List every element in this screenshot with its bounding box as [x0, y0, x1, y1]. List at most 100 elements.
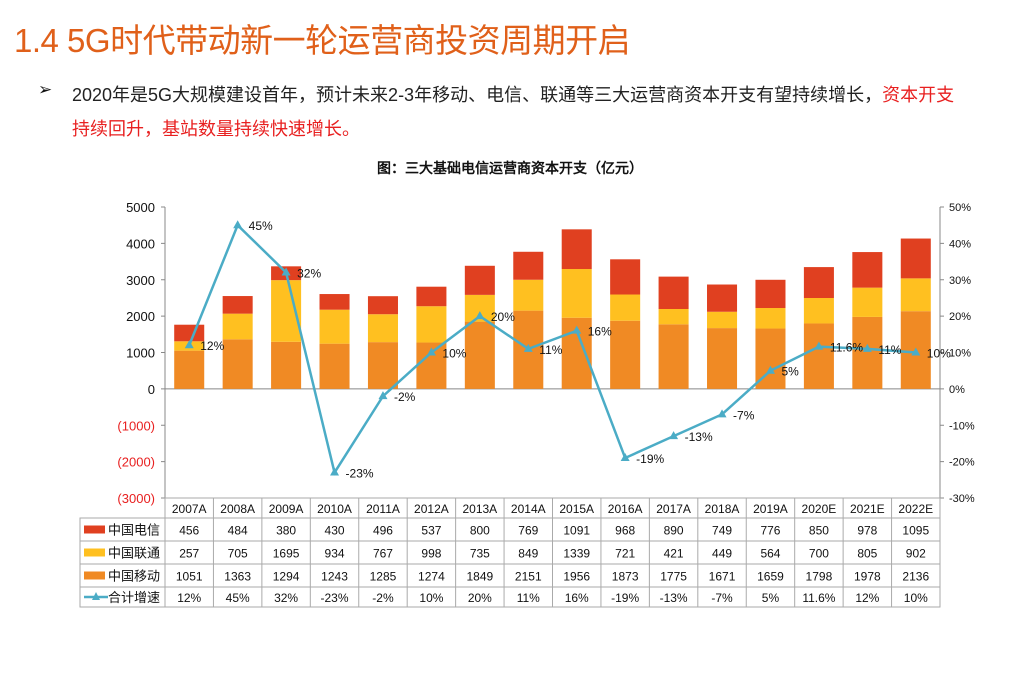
table-cell: 769	[518, 524, 538, 538]
bullet-text-highlight: 资本开支持续回升，基站数量持续快速增长。	[72, 85, 955, 139]
table-cell: 456	[179, 524, 199, 538]
bar-china-telecom	[610, 259, 641, 295]
bar-china-telecom	[416, 286, 447, 307]
category-label: 2008A	[220, 502, 255, 516]
chart-title: 图：三大基础电信运营商资本开支（亿元）	[377, 161, 643, 177]
table-cell: 2151	[515, 570, 542, 584]
bar-china-mobile	[174, 350, 205, 389]
left-tick-label: 4000	[126, 236, 155, 251]
table-cell: 1671	[709, 570, 736, 584]
left-tick-label: 5000	[126, 200, 155, 215]
growth-data-label: 45%	[249, 219, 273, 233]
growth-point-marker	[330, 467, 340, 476]
category-label: 2007A	[172, 502, 207, 516]
table-cell: 934	[325, 547, 345, 561]
growth-point-marker	[862, 343, 872, 352]
bar-china-mobile	[319, 343, 350, 389]
growth-data-label: 32%	[297, 266, 321, 280]
table-cell: 749	[712, 524, 732, 538]
category-label: 2019A	[753, 502, 788, 516]
table-cell: 1285	[370, 570, 397, 584]
table-cell: 1775	[660, 570, 687, 584]
table-cell: 449	[712, 547, 732, 561]
bar-china-telecom	[658, 276, 689, 309]
left-tick-label: (3000)	[117, 491, 155, 506]
table-cell: 850	[809, 524, 829, 538]
right-tick-label: -20%	[949, 457, 975, 469]
right-tick-label: 0%	[949, 384, 965, 396]
table-cell: 484	[228, 524, 248, 538]
table-cell: 1339	[563, 547, 590, 561]
growth-point-marker	[572, 325, 582, 334]
table-cell: 32%	[274, 591, 298, 605]
bar-china-unicom	[416, 306, 447, 343]
left-tick-label: 3000	[126, 273, 155, 288]
legend-swatch	[84, 548, 105, 557]
table-cell: 1095	[902, 524, 929, 538]
growth-data-label: -2%	[394, 390, 416, 404]
bar-china-unicom	[222, 313, 253, 340]
legend-swatch	[84, 525, 105, 534]
table-cell: 45%	[226, 591, 250, 605]
growth-data-label: 16%	[588, 325, 612, 339]
category-label: 2017A	[656, 502, 691, 516]
left-tick-label: (2000)	[117, 455, 155, 470]
table-cell: 968	[615, 524, 635, 538]
growth-data-label: -7%	[733, 408, 755, 422]
category-label: 2015A	[559, 502, 594, 516]
bar-china-mobile	[707, 328, 738, 389]
bar-china-telecom	[707, 284, 738, 312]
growth-point-marker	[426, 347, 436, 356]
table-cell: 1243	[321, 570, 348, 584]
bar-china-unicom	[900, 278, 931, 312]
table-cell: 10%	[419, 591, 443, 605]
table-cell: 257	[179, 547, 199, 561]
right-tick-label: 20%	[949, 311, 971, 323]
right-tick-label: -10%	[949, 420, 975, 432]
growth-line	[188, 222, 916, 476]
bullet-text-normal: 2020年是5G大规模建设首年，预计未来2-3年移动、电信、联通等三大运营商资本…	[72, 85, 883, 105]
bar-china-unicom	[803, 298, 834, 324]
growth-data-label: 10%	[927, 347, 951, 361]
table-cell: 735	[470, 547, 490, 561]
growth-point-marker	[523, 343, 533, 352]
bar-china-unicom	[755, 308, 786, 329]
bar-china-telecom	[464, 265, 495, 295]
category-label: 2018A	[705, 502, 740, 516]
left-tick-label: 2000	[126, 309, 155, 324]
left-tick-label: 0	[148, 382, 155, 397]
bar-china-unicom	[658, 308, 689, 325]
table-cell: 1956	[563, 570, 590, 584]
bar-china-unicom	[319, 309, 350, 344]
growth-point-marker	[378, 391, 388, 400]
table-cell: 380	[276, 524, 296, 538]
table-cell: 800	[470, 524, 490, 538]
left-tick-label: (1000)	[117, 418, 155, 433]
bar-china-telecom	[222, 296, 253, 314]
right-tick-label: -30%	[949, 493, 975, 505]
growth-data-label: 10%	[442, 347, 466, 361]
table-cell: 721	[615, 547, 635, 561]
table-cell: 849	[518, 547, 538, 561]
table-cell: 902	[906, 547, 926, 561]
category-label: 2010A	[317, 502, 352, 516]
table-cell: 421	[664, 547, 684, 561]
growth-point-marker	[911, 347, 921, 356]
left-tick-label: 1000	[126, 346, 155, 361]
table-cell: 2136	[902, 570, 929, 584]
table-cell: 11%	[517, 591, 540, 605]
bar-china-unicom	[707, 311, 738, 329]
bar-china-unicom	[561, 269, 592, 318]
growth-data-label: -19%	[636, 452, 664, 466]
table-cell: 11.6%	[802, 591, 835, 605]
legend-swatch	[84, 571, 105, 580]
legend-label: 合计增速	[108, 590, 160, 605]
table-cell: 978	[857, 524, 877, 538]
table-cell: 1274	[418, 570, 445, 584]
growth-data-label: 20%	[491, 310, 515, 324]
bar-china-mobile	[658, 324, 689, 389]
bar-china-telecom	[367, 296, 398, 315]
bar-china-telecom	[319, 294, 350, 310]
legend-label: 中国电信	[108, 523, 160, 538]
